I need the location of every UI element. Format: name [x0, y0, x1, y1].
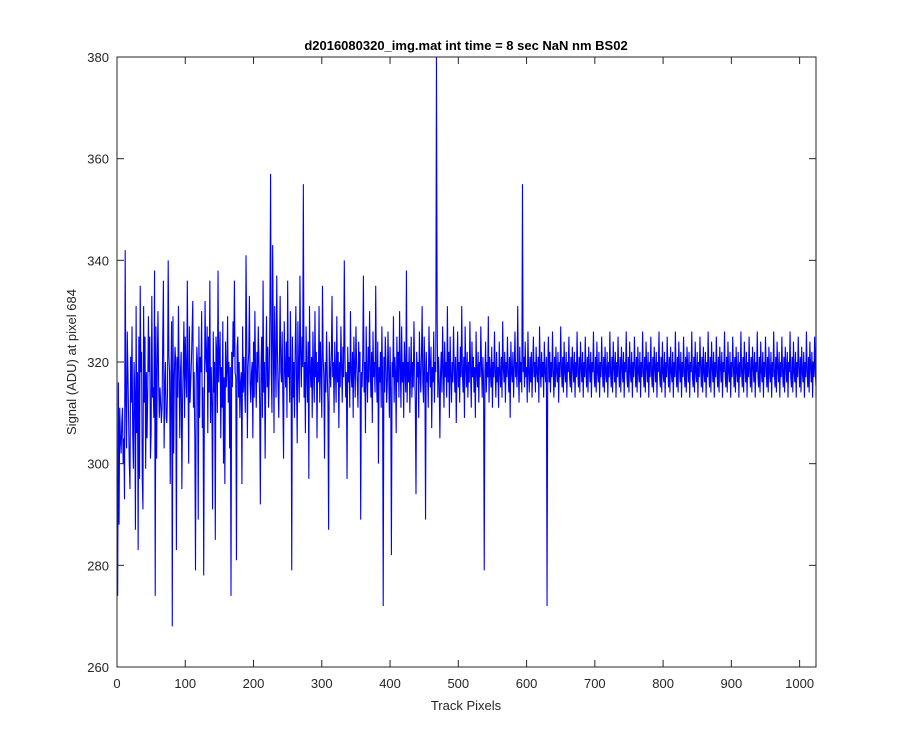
y-tick-label: 260	[87, 660, 109, 675]
y-tick-label: 360	[87, 152, 109, 167]
y-tick-label: 340	[87, 253, 109, 268]
x-tick-label: 500	[447, 676, 469, 691]
x-axis-label: Track Pixels	[431, 698, 502, 713]
y-axis-label: Signal (ADU) at pixel 684	[64, 289, 79, 435]
y-tick-label: 380	[87, 50, 109, 65]
axes-box	[116, 56, 817, 668]
series-layer	[117, 56, 817, 627]
signal-series-line	[117, 56, 817, 627]
y-tick-label: 320	[87, 355, 109, 370]
y-tick-label: 280	[87, 558, 109, 573]
x-tick-label: 200	[243, 676, 265, 691]
x-tick-label: 300	[311, 676, 333, 691]
x-tick-label: 0	[113, 676, 120, 691]
x-tick-label: 800	[652, 676, 674, 691]
y-axis-ticks: 260 280 300 320 340 360 380	[87, 50, 816, 675]
x-tick-label: 1000	[785, 676, 814, 691]
x-tick-label: 400	[379, 676, 401, 691]
chart-title: d2016080320_img.mat int time = 8 sec NaN…	[304, 38, 627, 53]
y-tick-label: 300	[87, 457, 109, 472]
x-tick-label: 900	[721, 676, 743, 691]
x-tick-label: 700	[584, 676, 606, 691]
x-tick-label: 600	[516, 676, 538, 691]
x-axis-ticks: 0 100 200 300 400 500 600 700 800 900 1000	[113, 57, 814, 691]
x-tick-label: 100	[174, 676, 196, 691]
